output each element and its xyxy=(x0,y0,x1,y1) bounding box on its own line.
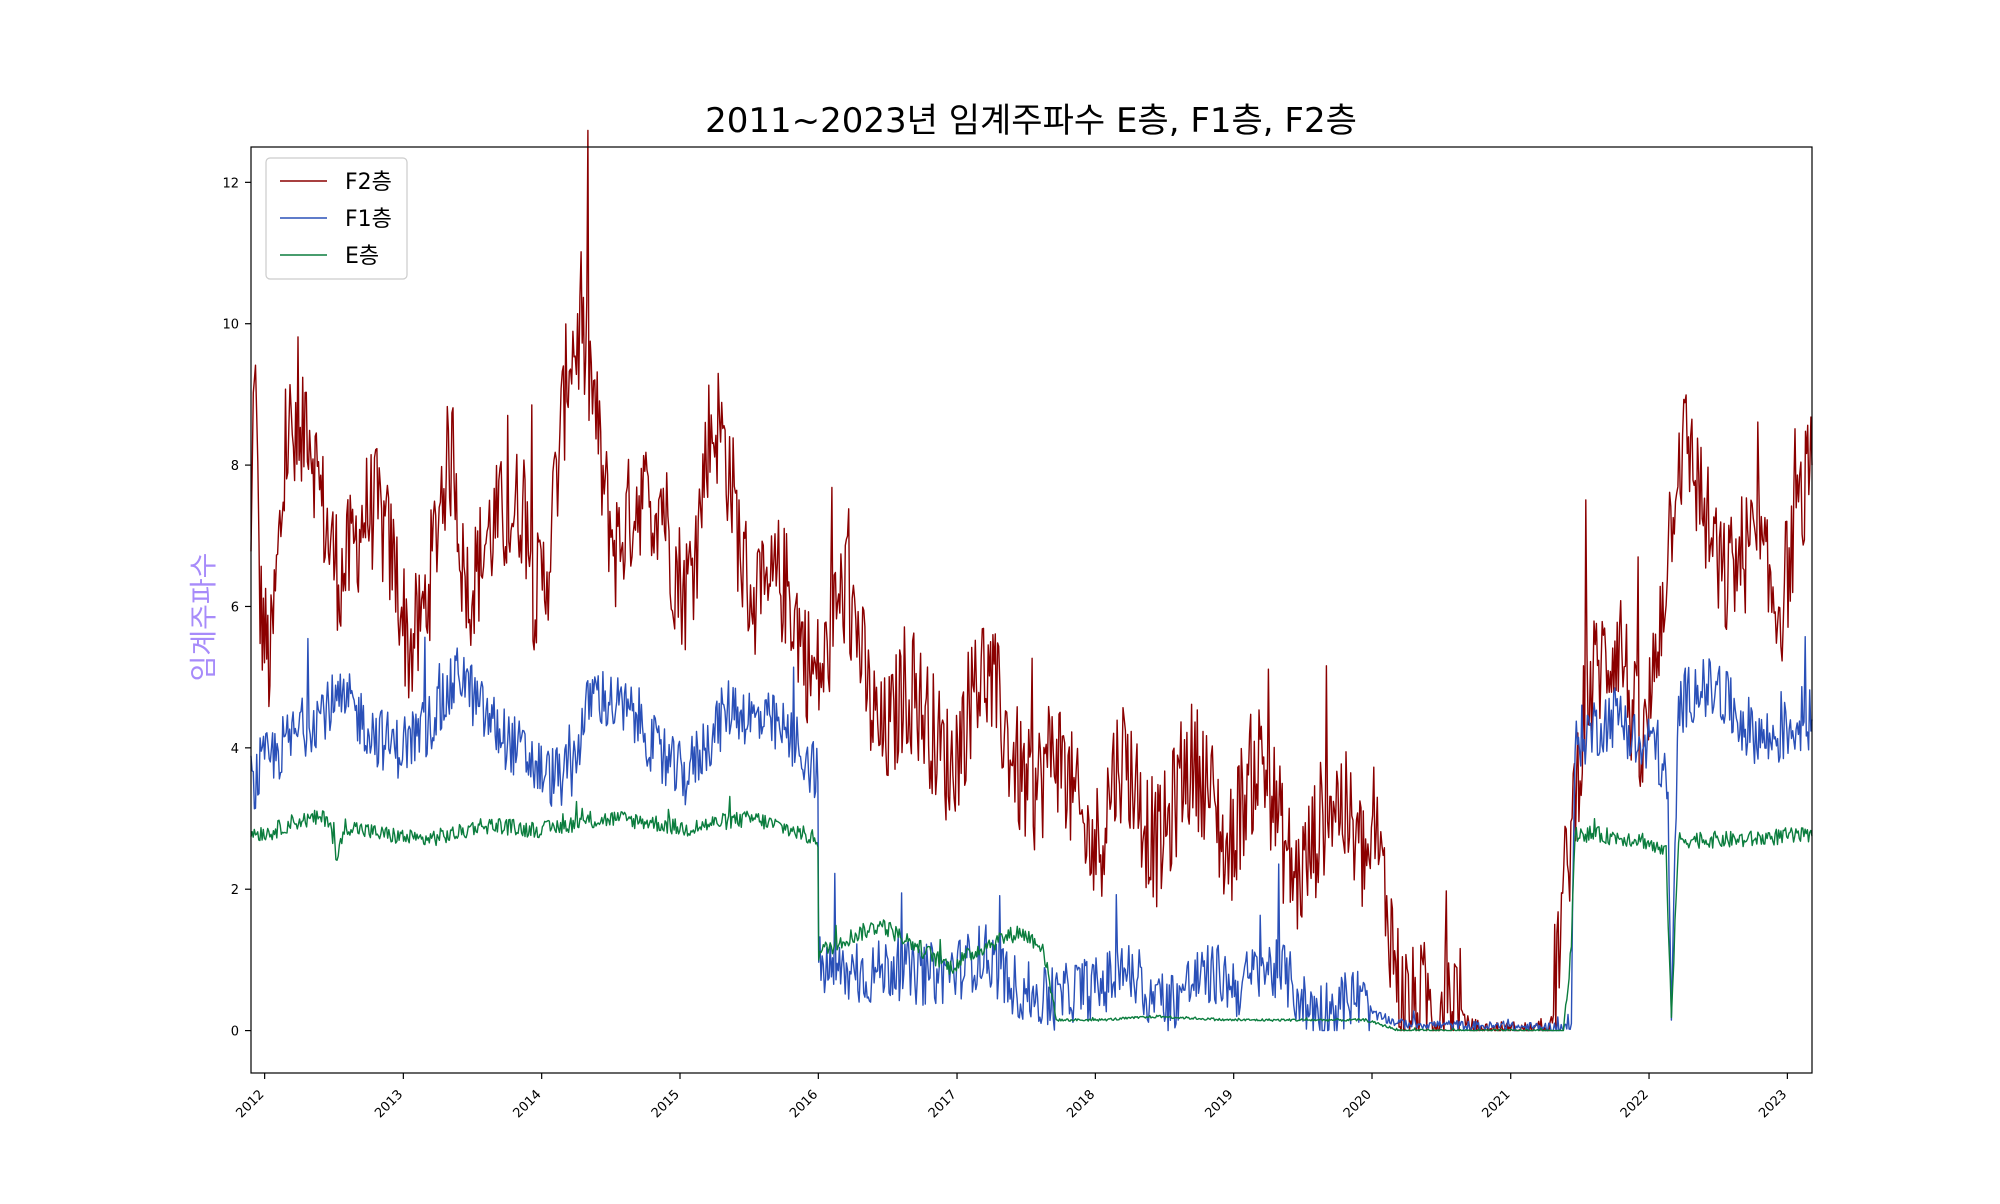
plot-frame xyxy=(250,146,1813,1074)
legend-label-2: F1층 xyxy=(345,207,392,232)
x-tick-label: 2012 xyxy=(233,1087,267,1121)
y-tick-label: 10 xyxy=(222,318,239,333)
x-tick-label: 2018 xyxy=(1064,1087,1098,1121)
y-tick-label: 8 xyxy=(231,459,239,474)
x-tick-label: 2015 xyxy=(649,1087,683,1121)
x-tick-label: 2019 xyxy=(1203,1087,1237,1121)
y-tick-label: 0 xyxy=(231,1025,239,1040)
y-axis-label: 임계주파수 xyxy=(187,553,220,682)
series-line-3 xyxy=(250,795,1813,1032)
x-tick-label: 2021 xyxy=(1480,1087,1514,1121)
legend-box xyxy=(265,157,408,280)
x-tick-label: 2020 xyxy=(1341,1087,1375,1121)
x-tick-label: 2013 xyxy=(372,1087,406,1121)
x-tick-label: 2014 xyxy=(510,1087,544,1121)
chart-title: 2011~2023년 임계주파수 E층, F1층, F2층 xyxy=(705,101,1357,141)
y-tick-label: 6 xyxy=(231,600,239,615)
y-tick-label: 2 xyxy=(231,883,239,898)
x-tick-label: 2022 xyxy=(1618,1087,1652,1121)
legend-label-3: E층 xyxy=(345,244,379,269)
x-tick-label: 2017 xyxy=(926,1087,960,1121)
legend-label-1: F2층 xyxy=(345,170,392,195)
y-tick-label: 4 xyxy=(231,742,239,757)
x-tick-label: 2016 xyxy=(787,1087,821,1121)
y-tick-label: 12 xyxy=(222,176,239,191)
series-line-1 xyxy=(250,129,1813,1032)
legend[interactable]: F2층 F1층 E층 xyxy=(265,157,408,280)
x-tick-label: 2023 xyxy=(1756,1087,1790,1121)
plot-area xyxy=(250,129,1813,1032)
